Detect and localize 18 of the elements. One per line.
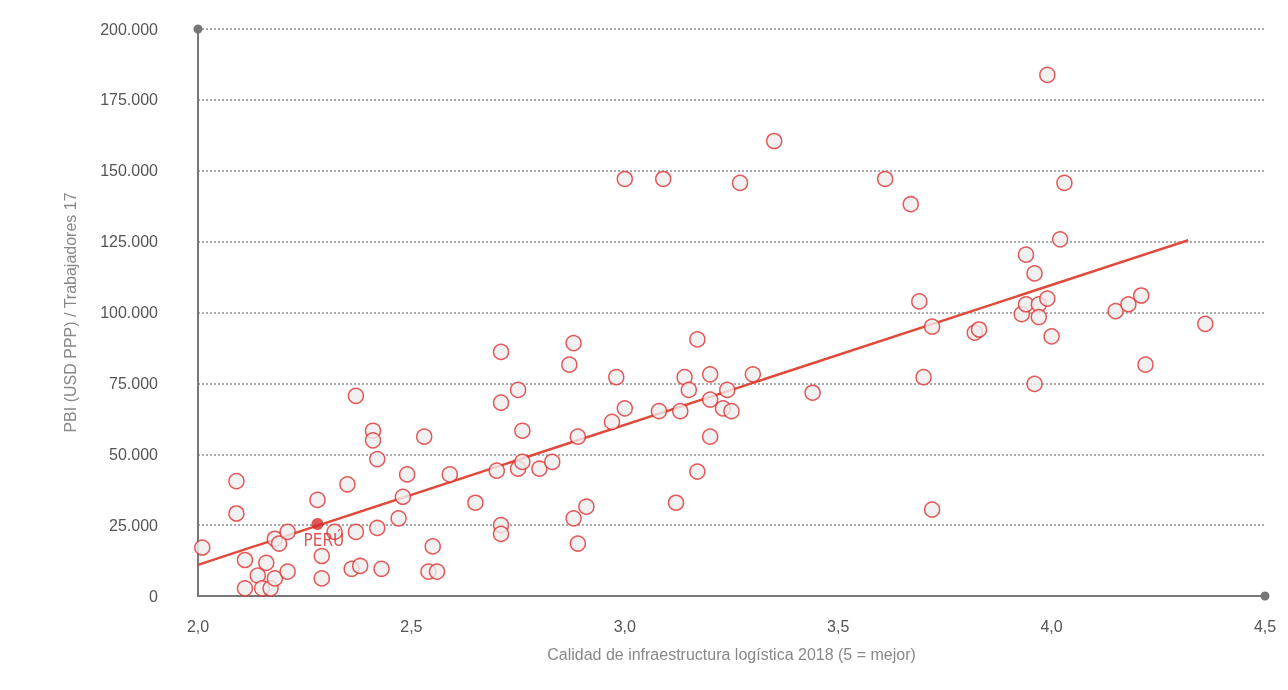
x-tick-label: 2,5	[400, 617, 423, 635]
x-tick-label: 4,0	[1040, 617, 1063, 635]
y-tick-label: 25.000	[109, 516, 159, 534]
y-tick-label: 175.000	[100, 91, 159, 109]
x-tick-label: 4,5	[1253, 617, 1277, 635]
y-axis-title: PBI (USD PPP) / Trabajadores 17	[61, 192, 79, 433]
y-tick-label: 200.000	[100, 20, 159, 38]
y-tick-label: 75.000	[109, 374, 159, 392]
x-tick-label: 3,0	[613, 617, 637, 635]
series-label: PERÚ	[303, 529, 345, 551]
y-tick-label: 50.000	[109, 445, 159, 463]
x-axis-title: Calidad de infraestructura logística 2018 (5 = mejor)	[547, 645, 916, 663]
y-tick-label: 150.000	[100, 162, 159, 180]
y-tick-label: 100.000	[100, 304, 159, 321]
y-tick-label: 0	[149, 587, 159, 605]
x-tick-label: 2,0	[186, 617, 210, 635]
y-tick-label: 125.000	[100, 233, 159, 251]
x-tick-label: 3,5	[827, 617, 850, 635]
